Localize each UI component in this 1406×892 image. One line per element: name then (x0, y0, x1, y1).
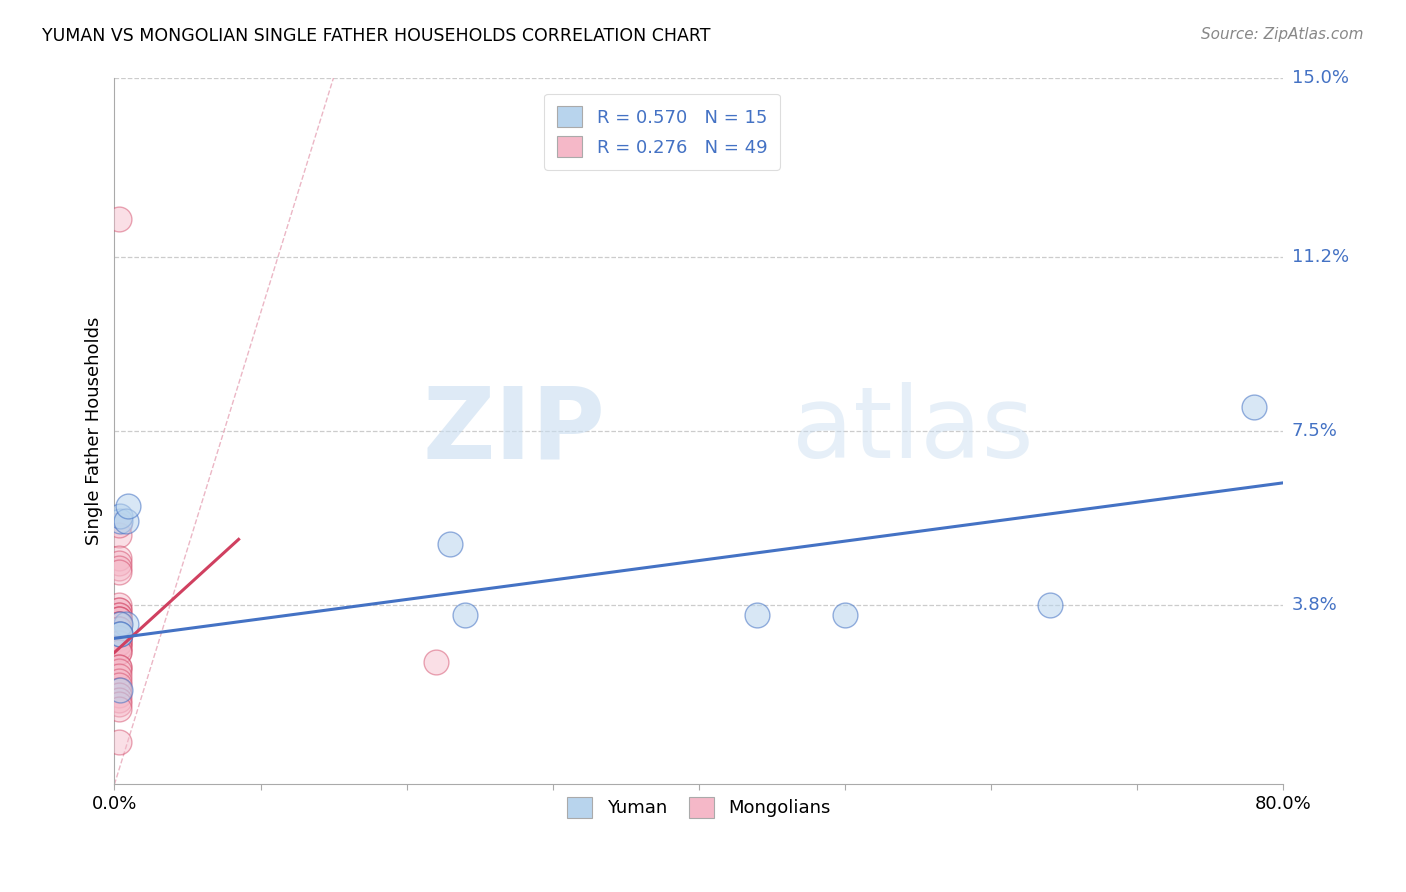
Point (107, 603, 129, 617)
Point (107, 551, 129, 566)
Point (107, 626, 129, 640)
Point (107, 599, 129, 613)
Point (107, 692, 129, 706)
Text: 3.8%: 3.8% (1292, 597, 1337, 615)
Point (110, 514, 132, 528)
Point (117, 500, 139, 514)
Point (107, 636, 129, 650)
Point (107, 659, 129, 673)
Point (747, 607, 769, 622)
Text: 11.2%: 11.2% (1292, 248, 1348, 266)
Point (107, 566, 129, 580)
Point (107, 617, 129, 632)
Point (107, 626, 129, 640)
Text: 15.0%: 15.0% (1292, 69, 1348, 87)
Point (107, 622, 129, 636)
Text: 7.5%: 7.5% (1292, 422, 1337, 440)
Point (107, 626, 129, 640)
Point (107, 683, 129, 698)
Point (107, 645, 129, 659)
Point (107, 622, 129, 636)
Point (107, 632, 129, 646)
Point (107, 632, 129, 646)
Point (107, 612, 129, 626)
Point (834, 607, 856, 622)
Point (107, 607, 129, 622)
Y-axis label: Single Father Households: Single Father Households (86, 317, 103, 545)
Point (439, 537, 461, 551)
Text: YUMAN VS MONGOLIAN SINGLE FATHER HOUSEHOLDS CORRELATION CHART: YUMAN VS MONGOLIAN SINGLE FATHER HOUSEHO… (42, 27, 710, 45)
Point (107, 665, 129, 679)
Point (454, 607, 477, 622)
Point (107, 612, 129, 626)
Point (115, 617, 138, 632)
Text: ZIP: ZIP (422, 383, 606, 480)
Point (107, 645, 129, 659)
Point (107, 622, 129, 636)
Point (425, 655, 447, 669)
Point (107, 678, 129, 692)
Point (107, 636, 129, 650)
Text: atlas: atlas (793, 383, 1033, 480)
Point (107, 640, 129, 655)
Point (110, 683, 132, 698)
Point (107, 669, 129, 683)
Point (107, 673, 129, 688)
Point (107, 617, 129, 632)
Point (107, 518, 129, 533)
Point (107, 612, 129, 626)
Point (107, 735, 129, 749)
Point (107, 640, 129, 655)
Point (110, 508, 132, 523)
Point (107, 617, 129, 632)
Point (1038, 599, 1060, 613)
Point (1243, 401, 1265, 415)
Point (110, 626, 132, 640)
Point (107, 636, 129, 650)
Point (110, 617, 132, 632)
Point (107, 688, 129, 702)
Point (107, 560, 129, 574)
Point (107, 527, 129, 541)
Point (115, 514, 138, 528)
Text: Source: ZipAtlas.com: Source: ZipAtlas.com (1201, 27, 1364, 42)
Point (110, 626, 132, 640)
Point (107, 632, 129, 646)
Point (107, 556, 129, 570)
Legend: Yuman, Mongolians: Yuman, Mongolians (560, 789, 838, 825)
Point (107, 626, 129, 640)
Point (107, 659, 129, 673)
Point (107, 607, 129, 622)
Point (107, 698, 129, 712)
Point (107, 622, 129, 636)
Point (107, 211, 129, 226)
Point (107, 603, 129, 617)
Point (107, 702, 129, 716)
